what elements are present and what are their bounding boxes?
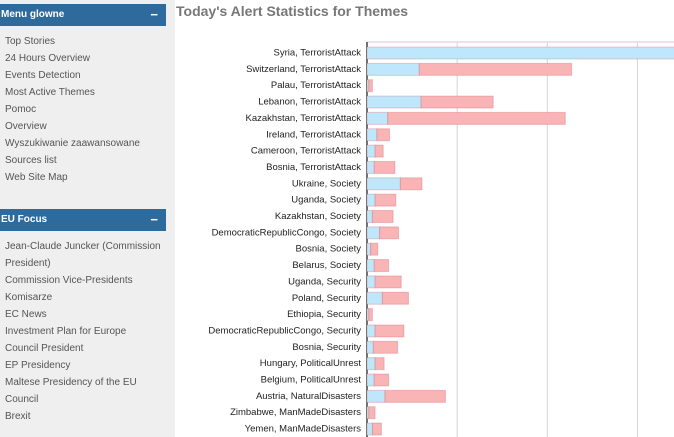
bar bbox=[381, 291, 409, 305]
bar bbox=[366, 389, 386, 403]
menu-link[interactable]: Jean-Claude Juncker (Commission Presiden… bbox=[5, 241, 161, 269]
bar bbox=[379, 226, 400, 240]
menu-items: Top Stories 24 Hours Overview Events Detec… bbox=[5, 33, 165, 186]
y-tick-label: DemocraticRepublicCongo, Security bbox=[208, 325, 361, 336]
bar bbox=[371, 422, 382, 436]
menu-link[interactable]: Council President bbox=[5, 343, 84, 354]
menu-header[interactable]: Menu glowne − bbox=[0, 4, 166, 26]
bar bbox=[370, 242, 379, 256]
bar bbox=[373, 259, 390, 273]
y-tick-label: Hungary, PoliticalUnrest bbox=[260, 358, 362, 369]
menu-link[interactable]: Web Site Map bbox=[5, 172, 68, 183]
bar bbox=[366, 324, 376, 338]
bar bbox=[366, 275, 376, 289]
menu-link[interactable]: Most Active Themes bbox=[5, 87, 95, 98]
y-tick-label: Ethiopia, Security bbox=[287, 309, 361, 320]
menu-link[interactable]: EP Presidency bbox=[5, 360, 71, 371]
y-tick-label: Kazakhstan, TerroristAttack bbox=[246, 113, 362, 124]
bar bbox=[387, 111, 566, 125]
bar bbox=[366, 357, 376, 371]
menu-link[interactable]: Overview bbox=[5, 121, 47, 132]
bar bbox=[374, 324, 405, 338]
bar bbox=[366, 422, 373, 436]
y-tick-label: Uganda, Security bbox=[288, 276, 361, 287]
y-tick-label: Switzerland, TerroristAttack bbox=[246, 64, 361, 75]
bar bbox=[366, 291, 383, 305]
bar bbox=[366, 95, 422, 109]
bar bbox=[373, 160, 396, 174]
bar bbox=[366, 226, 381, 240]
menu-link[interactable]: Commission Vice-Presidents bbox=[5, 275, 133, 286]
y-tick-label: DemocraticRepublicCongo, Society bbox=[212, 227, 362, 238]
bar bbox=[366, 210, 373, 223]
bar bbox=[366, 340, 374, 354]
y-tick-label: Yemen, ManMadeDisasters bbox=[245, 424, 362, 435]
menu-link[interactable]: Brexit bbox=[5, 411, 31, 422]
y-tick-label: Uganda, Society bbox=[291, 195, 361, 206]
bar bbox=[374, 193, 397, 207]
bar bbox=[366, 144, 376, 158]
y-tick-label: Cameroon, TerroristAttack bbox=[251, 146, 361, 157]
y-tick-label: Zimbabwe, ManMadeDisasters bbox=[230, 407, 361, 418]
y-tick-label: Syria, TerroristAttack bbox=[274, 48, 362, 59]
y-tick-label: Lebanon, TerroristAttack bbox=[258, 97, 361, 108]
bar bbox=[418, 62, 573, 76]
collapse-toggle[interactable]: − bbox=[150, 7, 158, 22]
bar bbox=[366, 111, 389, 125]
menu-link[interactable]: Events Detection bbox=[5, 70, 81, 81]
menu-title: EU Focus bbox=[1, 214, 48, 225]
menu-link[interactable]: Investment Plan for Europe bbox=[5, 326, 127, 337]
bar bbox=[366, 160, 375, 174]
y-tick-label: Ukraine, Society bbox=[292, 178, 361, 189]
y-tick-label: Bosnia, Society bbox=[296, 244, 362, 255]
bar bbox=[366, 128, 378, 142]
bar bbox=[374, 357, 385, 371]
bar bbox=[366, 46, 674, 60]
y-tick-label: Palau, TerroristAttack bbox=[271, 80, 361, 91]
menu-items: Jean-Claude Juncker (Commission Presiden… bbox=[5, 238, 165, 425]
y-tick-label: Kazakhstan, Society bbox=[275, 211, 361, 222]
bar bbox=[399, 177, 423, 191]
bar bbox=[366, 177, 401, 191]
y-tick-label: Bosnia, TerroristAttack bbox=[266, 162, 361, 173]
chart-title: Today's Alert Statistics for Themes bbox=[176, 3, 409, 19]
menu-link[interactable]: Maltese Presidency of the EU Council bbox=[5, 377, 137, 405]
bar bbox=[374, 144, 384, 158]
bar bbox=[374, 275, 402, 289]
chart: Syria, TerroristAttack Switzerland, Terro… bbox=[208, 41, 674, 437]
menu-link[interactable]: 24 Hours Overview bbox=[5, 53, 91, 64]
bar bbox=[373, 373, 390, 387]
y-tick-label: Bosnia, Security bbox=[292, 342, 361, 353]
y-tick-label: Belarus, Society bbox=[292, 260, 361, 271]
menu-link[interactable]: Komisarze bbox=[5, 292, 53, 303]
bar bbox=[366, 373, 375, 387]
menu-link[interactable]: Pomoc bbox=[5, 104, 37, 115]
bar bbox=[371, 210, 394, 223]
y-tick-label: Poland, Security bbox=[292, 293, 361, 304]
bar bbox=[384, 389, 446, 403]
bar bbox=[366, 62, 420, 76]
collapse-toggle[interactable]: − bbox=[150, 212, 158, 227]
menu-header[interactable]: EU Focus − bbox=[0, 209, 166, 231]
bar bbox=[420, 95, 494, 109]
y-tick-label: Ireland, TerroristAttack bbox=[266, 129, 361, 140]
bar bbox=[366, 242, 372, 256]
bar bbox=[368, 308, 373, 322]
menu-link[interactable]: Wyszukiwanie zaawansowane bbox=[5, 138, 140, 149]
menu-link[interactable]: EC News bbox=[5, 309, 47, 320]
sidebar: Menu glowne − Top Stories 24 Hours Overview… bbox=[0, 0, 175, 437]
bar bbox=[376, 128, 391, 142]
menu-link[interactable]: Sources list bbox=[5, 155, 57, 166]
bar bbox=[366, 259, 375, 273]
y-tick-label: Austria, NaturalDisasters bbox=[256, 391, 361, 402]
y-tick-label: Belgium, PoliticalUnrest bbox=[261, 375, 362, 386]
menu-title: Menu glowne bbox=[1, 9, 65, 20]
bar bbox=[372, 340, 399, 354]
bar bbox=[368, 79, 373, 93]
bar bbox=[366, 193, 376, 207]
menu-link[interactable]: Top Stories bbox=[5, 36, 56, 47]
bar bbox=[368, 406, 376, 420]
